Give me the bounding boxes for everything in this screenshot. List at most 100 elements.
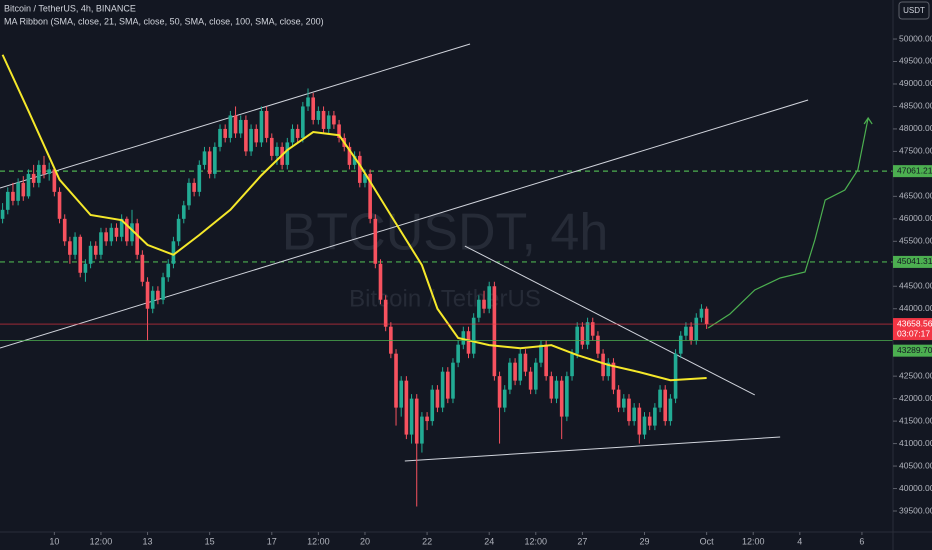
candle-body [233,115,238,134]
candle-body [409,398,414,435]
y-tick-label: 44500.00 [899,281,932,291]
watermark: BTCUSDT, 4h Bitcoin / TetherUS [282,204,609,313]
candle-body [197,164,202,192]
candle-body [653,407,657,426]
candle-body [523,353,528,372]
x-tick-label: 12:00 [525,536,548,546]
candle-body [704,308,709,325]
candle-body [616,389,621,408]
candle-body [166,263,171,278]
candle-body [140,254,145,282]
candle-body [414,398,419,444]
y-tick-label: 49000.00 [899,78,932,88]
level-tag [893,255,932,268]
candle-body [632,407,636,422]
candle-body [497,376,502,408]
currency-box[interactable] [898,1,930,20]
candle-body [254,128,259,143]
candle-body [42,164,46,174]
x-tick-label: 15 [205,536,215,546]
candle-body [554,380,559,399]
last-price-tag [893,318,932,341]
candle-body [430,389,435,422]
candle-body [482,299,486,309]
candle-body [528,371,533,390]
candle-body [673,353,678,399]
x-tick-label: 24 [484,536,494,546]
candle-body [93,245,98,255]
candle-body [559,380,564,417]
candle-body [699,308,704,318]
candle-body [456,344,460,363]
candle-body [37,164,41,183]
candle-body [83,263,88,273]
trendline [464,245,756,396]
candle-body [389,326,393,354]
candle-body [461,331,466,345]
candle-body [487,286,492,309]
trendline [404,436,781,462]
moving-average [1,54,707,382]
candle-body [0,209,5,219]
candle-body [363,173,367,183]
candle-body [130,223,134,242]
candle-body [68,241,72,255]
watermark-symbol: BTCUSDT, 4h [282,204,609,262]
candle-body [52,169,57,192]
candle-body [316,110,321,120]
candle-body [192,182,196,192]
candle-body [596,335,600,354]
candle-body [492,286,497,377]
candle-body [223,128,228,138]
candle-body [518,353,523,381]
currency-label[interactable]: USDT [903,6,925,15]
x-tick-label: 22 [422,536,432,546]
x-tick-label: 13 [143,536,153,546]
candle-body [145,281,150,309]
candle-body [228,115,233,138]
candle-body [394,353,398,408]
candle-body [590,322,595,336]
candle-body [606,362,611,377]
candle-body [150,290,155,309]
candle-body [57,191,62,219]
candle-body [513,362,517,381]
candle-body [642,416,647,435]
candle-body [477,299,481,318]
candle-body [373,218,378,264]
y-tick-label: 42000.00 [899,393,932,403]
marker-label: 43289.70 [897,345,932,355]
y-tick-label: 41000.00 [899,438,932,448]
candle-body [21,182,26,197]
candle-body [585,322,590,345]
candle-body [156,290,160,300]
candle-body [181,205,186,219]
candle-body [202,151,207,165]
candle-body [549,376,554,399]
candle-body [544,344,548,377]
candle-body [47,169,51,174]
candle-body [207,151,212,174]
candle-body [78,236,83,273]
candle-body [326,115,331,129]
marker-tag [893,344,932,357]
candle-body [601,353,605,377]
candle-body [352,155,357,165]
candle-body [663,389,668,422]
x-tick-label: 17 [267,536,277,546]
candle-body [109,227,114,242]
x-tick-label: Oct [700,536,715,546]
trendline [0,99,809,349]
candle-body [31,173,36,183]
x-tick-label: 4 [797,536,802,546]
candle-body [466,331,471,354]
candle-body [295,128,300,138]
candle-body [238,119,243,134]
candle-body [533,362,538,390]
x-tick-label: 20 [360,536,370,546]
y-tick-label: 48000.00 [899,123,932,133]
candle-body [88,245,93,264]
candle-body [114,227,119,237]
candle-body [301,106,305,138]
candle-body [332,115,336,125]
